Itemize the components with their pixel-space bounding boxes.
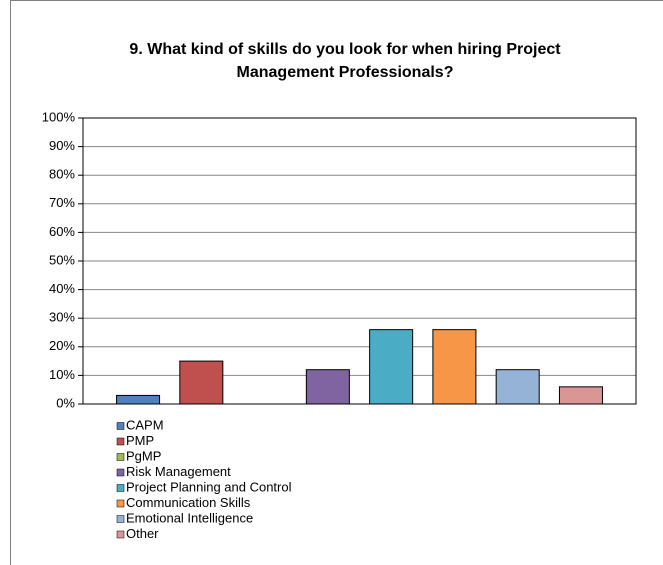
- y-tick-label: 40%: [49, 281, 75, 296]
- bar: [369, 329, 414, 405]
- legend-label: PgMP: [126, 448, 161, 463]
- y-tick-label: 70%: [49, 195, 75, 210]
- bar: [116, 394, 161, 405]
- bar: [179, 360, 224, 405]
- bar: [305, 369, 350, 405]
- legend-label: PMP: [126, 433, 154, 448]
- y-tick-label: 80%: [49, 167, 75, 182]
- legend-label: Communication Skills: [126, 495, 251, 510]
- bar: [495, 369, 540, 405]
- legend-label: Project Planning and Control: [126, 479, 292, 494]
- y-tick-label: 60%: [49, 224, 75, 239]
- legend-swatch: [116, 499, 125, 508]
- legend-swatch: [116, 530, 125, 539]
- chart-frame: [10, 0, 663, 565]
- y-tick-label: 10%: [49, 367, 75, 382]
- y-tick-label: 100%: [42, 109, 76, 124]
- bar: [432, 329, 477, 405]
- legend-label: Emotional Intelligence: [126, 510, 253, 525]
- legend-swatch: [116, 453, 125, 461]
- legend-swatch: [116, 437, 125, 446]
- chart-title: Management Professionals?: [237, 64, 454, 81]
- legend-swatch: [116, 468, 125, 477]
- legend-label: Other: [126, 526, 159, 541]
- legend-label: Risk Management: [126, 464, 231, 479]
- legend-label: CAPM: [126, 417, 164, 432]
- legend-swatch: [116, 422, 125, 430]
- y-tick-label: 50%: [49, 252, 75, 267]
- y-tick-label: 30%: [49, 310, 75, 325]
- bar: [558, 386, 603, 405]
- y-tick-label: 20%: [49, 338, 75, 353]
- plot-frame: [82, 117, 637, 405]
- legend-swatch: [116, 515, 125, 523]
- chart-title: 9. What kind of skills do you look for w…: [129, 41, 561, 58]
- y-tick-label: 0%: [56, 395, 75, 410]
- y-tick-label: 90%: [49, 138, 75, 153]
- legend-swatch: [116, 484, 125, 492]
